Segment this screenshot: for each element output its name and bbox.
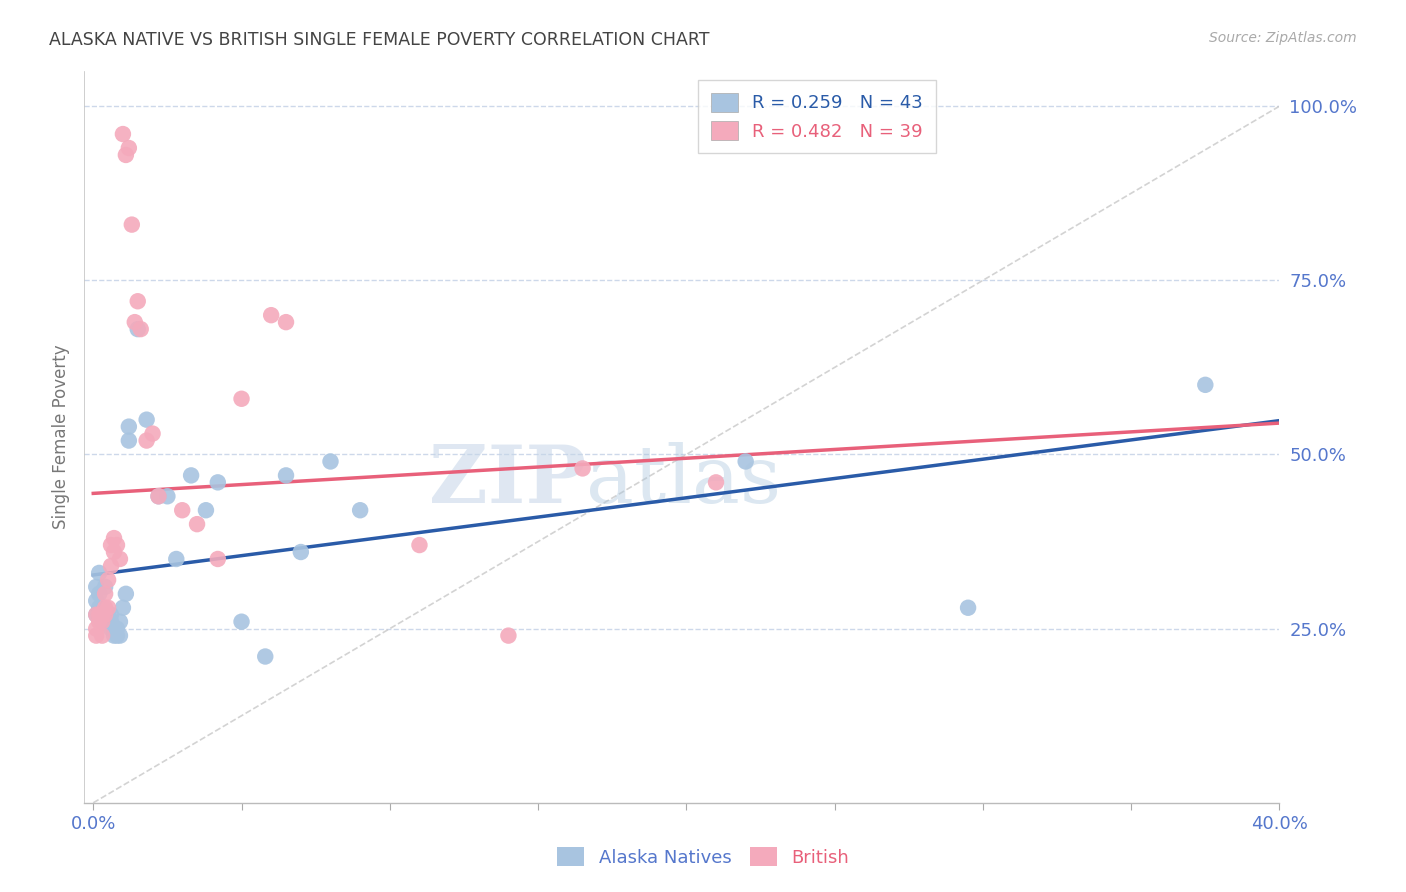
- Point: [91, 607, 114, 622]
- Point: [207, 552, 229, 566]
- Point: [84, 622, 107, 636]
- Point: [100, 607, 122, 622]
- Point: [231, 392, 253, 406]
- Point: [103, 531, 125, 545]
- Text: Source: ZipAtlas.com: Source: ZipAtlas.com: [1209, 31, 1357, 45]
- Point: [94, 600, 117, 615]
- Point: [254, 649, 277, 664]
- Point: [91, 600, 114, 615]
- Point: [260, 308, 283, 322]
- Point: [180, 468, 202, 483]
- Point: [97, 573, 120, 587]
- Point: [89, 607, 111, 622]
- Point: [290, 545, 312, 559]
- Point: [89, 587, 111, 601]
- Point: [91, 629, 114, 643]
- Point: [127, 294, 149, 309]
- Point: [207, 475, 229, 490]
- Point: [118, 434, 141, 448]
- Point: [97, 615, 120, 629]
- Point: [135, 412, 157, 426]
- Point: [91, 607, 114, 622]
- Point: [103, 629, 125, 643]
- Point: [103, 622, 125, 636]
- Point: [115, 587, 138, 601]
- Point: [118, 419, 141, 434]
- Point: [84, 607, 107, 622]
- Point: [103, 545, 125, 559]
- Point: [274, 315, 297, 329]
- Point: [142, 426, 165, 441]
- Point: [89, 566, 111, 580]
- Point: [349, 503, 371, 517]
- Text: ZIP: ZIP: [429, 442, 586, 520]
- Point: [111, 600, 134, 615]
- Point: [129, 322, 152, 336]
- Point: [84, 580, 107, 594]
- Point: [186, 517, 208, 532]
- Point: [94, 607, 117, 622]
- Point: [84, 607, 107, 622]
- Point: [89, 600, 111, 615]
- Point: [231, 615, 253, 629]
- Point: [105, 622, 128, 636]
- Point: [148, 489, 170, 503]
- Point: [124, 315, 146, 329]
- Point: [108, 629, 131, 643]
- Point: [135, 434, 157, 448]
- Point: [105, 629, 128, 643]
- Point: [91, 615, 114, 629]
- Point: [89, 615, 111, 629]
- Point: [100, 558, 122, 573]
- Text: ALASKA NATIVE VS BRITISH SINGLE FEMALE POVERTY CORRELATION CHART: ALASKA NATIVE VS BRITISH SINGLE FEMALE P…: [49, 31, 710, 49]
- Point: [319, 454, 342, 468]
- Point: [91, 615, 114, 629]
- Point: [94, 587, 117, 601]
- Legend: Alaska Natives, British: Alaska Natives, British: [550, 840, 856, 874]
- Point: [274, 468, 297, 483]
- Point: [97, 600, 120, 615]
- Y-axis label: Single Female Poverty: Single Female Poverty: [52, 345, 70, 529]
- Point: [97, 607, 120, 622]
- Point: [156, 489, 179, 503]
- Point: [571, 461, 593, 475]
- Point: [100, 622, 122, 636]
- Point: [108, 615, 131, 629]
- Point: [84, 629, 107, 643]
- Point: [734, 454, 756, 468]
- Point: [111, 127, 134, 141]
- Legend: R = 0.259   N = 43, R = 0.482   N = 39: R = 0.259 N = 43, R = 0.482 N = 39: [699, 80, 936, 153]
- Point: [84, 594, 107, 608]
- Point: [94, 580, 117, 594]
- Point: [108, 552, 131, 566]
- Point: [100, 615, 122, 629]
- Point: [121, 218, 143, 232]
- Point: [498, 629, 520, 643]
- Point: [127, 322, 149, 336]
- Point: [115, 148, 138, 162]
- Point: [105, 538, 128, 552]
- Point: [1194, 377, 1216, 392]
- Point: [118, 141, 141, 155]
- Point: [94, 607, 117, 622]
- Point: [172, 503, 194, 517]
- Point: [148, 489, 170, 503]
- Point: [408, 538, 430, 552]
- Point: [165, 552, 187, 566]
- Point: [194, 503, 217, 517]
- Point: [100, 538, 122, 552]
- Text: atlas: atlas: [586, 442, 782, 520]
- Point: [957, 600, 980, 615]
- Point: [704, 475, 727, 490]
